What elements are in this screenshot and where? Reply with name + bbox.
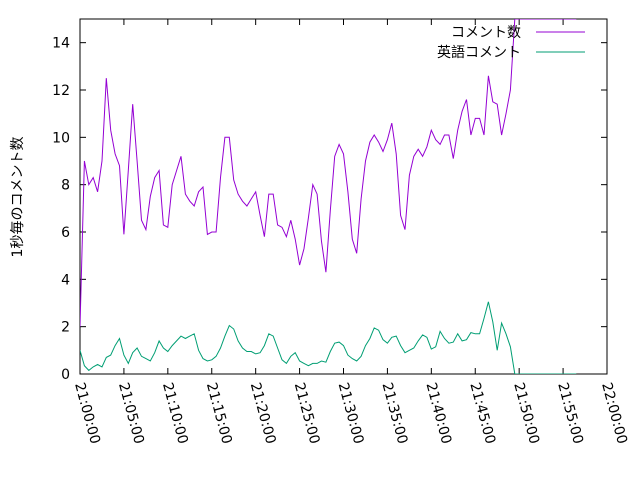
y-axis-label: 1秒毎のコメント数 — [10, 137, 26, 258]
y-tick-label: 12 — [52, 83, 70, 99]
x-tick-label: 21:50:00 — [510, 381, 542, 446]
series-line-1 — [80, 19, 577, 327]
y-tick-label: 2 — [61, 320, 70, 336]
axes: 0 2 4 6 8 10 12 14 21:00:00 21:05:00 21:10:00 21:15… — [52, 18, 630, 446]
x-tick-label: 21:35:00 — [379, 381, 411, 446]
x-tick-label: 21:15:00 — [203, 381, 235, 446]
x-tick-label: 21:45:00 — [466, 381, 498, 446]
x-tick-label: 21:25:00 — [291, 381, 323, 446]
series-line-2 — [80, 301, 577, 374]
legend-label-1: コメント数 — [451, 25, 521, 41]
x-tick-label: 21:05:00 — [115, 381, 147, 446]
y-tick-label: 14 — [52, 36, 70, 52]
x-tick-label: 21:30:00 — [335, 381, 367, 446]
plot-frame — [79, 18, 608, 375]
x-tick-label: 21:10:00 — [159, 381, 191, 446]
y-tick-label: 6 — [61, 225, 70, 241]
x-tick-label: 21:00:00 — [71, 381, 103, 446]
y-tick-label: 8 — [61, 178, 70, 194]
x-tick-label: 21:55:00 — [554, 381, 586, 446]
y-tick-label: 0 — [61, 367, 70, 383]
series-lines — [80, 19, 577, 374]
y-tick-label: 10 — [52, 130, 70, 146]
y-tick-label: 4 — [61, 272, 70, 288]
x-tick-label: 22:00:00 — [598, 381, 630, 446]
legend-label-2: 英語コメント — [437, 44, 521, 61]
x-tick-label: 21:40:00 — [422, 381, 454, 446]
x-tick-label: 21:20:00 — [247, 381, 279, 446]
